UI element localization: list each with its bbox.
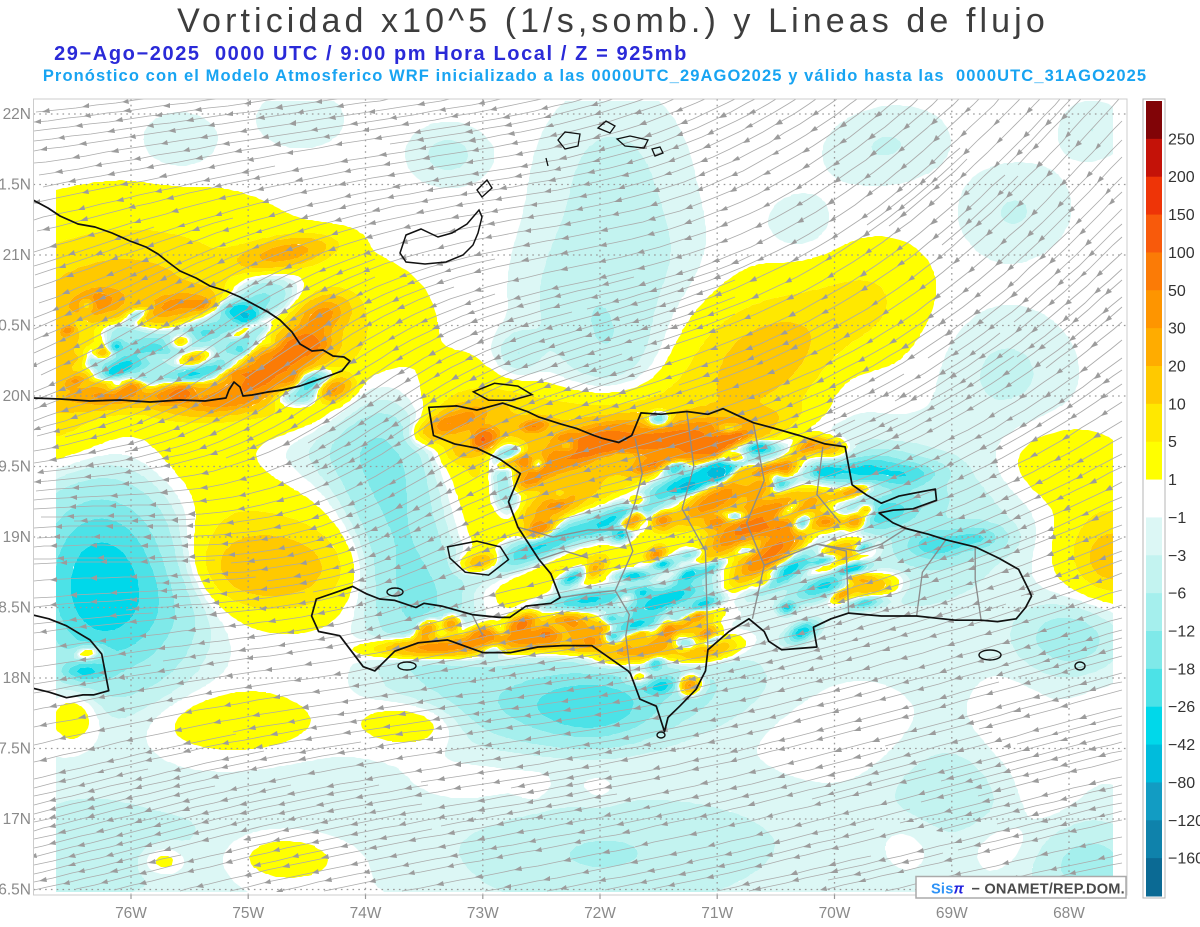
svg-text:−160: −160 [1168,851,1200,868]
svg-text:−12: −12 [1168,624,1195,641]
svg-text:7.5N: 7.5N [0,741,31,758]
svg-text:29−Ago−2025 0000 UTC / 9:00 p: 29−Ago−2025 0000 UTC / 9:00 pm Hora Loca… [54,43,688,65]
svg-text:50: 50 [1168,283,1186,300]
svg-text:−18: −18 [1168,661,1195,678]
svg-text:5: 5 [1168,434,1177,451]
svg-text:30: 30 [1168,321,1186,338]
svg-text:−6: −6 [1168,586,1186,603]
svg-text:71W: 71W [701,905,733,922]
svg-text:76W: 76W [115,905,147,922]
svg-text:−1: −1 [1168,510,1186,527]
svg-text:73W: 73W [467,905,499,922]
svg-text:70W: 70W [819,905,851,922]
svg-text:−42: −42 [1168,737,1195,754]
svg-text:74W: 74W [350,905,382,922]
svg-text:100: 100 [1168,245,1195,262]
svg-text:Vorticidad x10^5 (1/s,somb.) y: Vorticidad x10^5 (1/s,somb.) y Lineas de… [177,2,1049,40]
svg-text:−26: −26 [1168,699,1195,716]
svg-text:75W: 75W [232,905,264,922]
svg-text:20N: 20N [3,388,31,405]
svg-text:22N: 22N [3,106,31,123]
svg-text:−3: −3 [1168,548,1186,565]
svg-text:1: 1 [1168,472,1177,489]
svg-text:20: 20 [1168,359,1186,376]
svg-text:18N: 18N [3,670,31,687]
svg-text:17N: 17N [3,811,31,828]
svg-text:19N: 19N [3,529,31,546]
svg-text:200: 200 [1168,169,1195,186]
svg-text:0.5N: 0.5N [0,318,31,335]
svg-text:10: 10 [1168,396,1186,413]
svg-text:69W: 69W [936,905,968,922]
svg-text:250: 250 [1168,131,1195,148]
svg-text:6.5N: 6.5N [0,882,31,899]
svg-text:1.5N: 1.5N [0,177,31,194]
svg-text:72W: 72W [584,905,616,922]
svg-text:150: 150 [1168,207,1195,224]
svg-text:Pronóstico con el Modelo Atmos: Pronóstico con el Modelo Atmosferico WRF… [43,67,1147,85]
svg-text:8.5N: 8.5N [0,600,31,617]
svg-text:68W: 68W [1053,905,1085,922]
svg-text:−120: −120 [1168,813,1200,830]
svg-text:−80: −80 [1168,775,1195,792]
svg-text:21N: 21N [3,247,31,264]
svg-text:9.5N: 9.5N [0,459,31,476]
svg-text:Sisπ − ONAMET/REP.DOM.: Sisπ − ONAMET/REP.DOM. [931,882,1125,898]
